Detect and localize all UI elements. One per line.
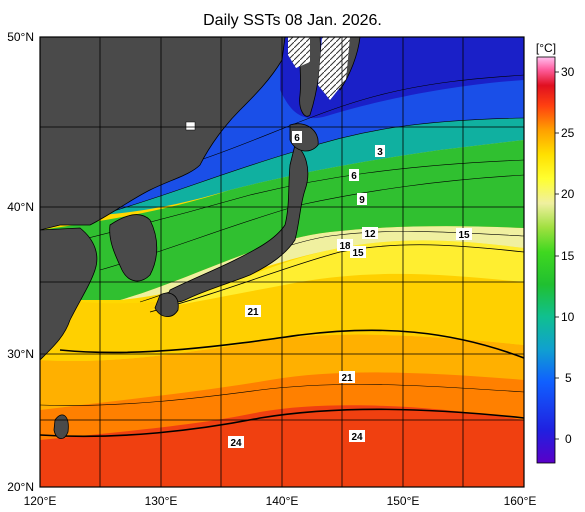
colorbar-tick-5: 5 <box>565 371 572 385</box>
colorbar-tick-15: 15 <box>561 249 575 263</box>
lon-label-130e: 130°E <box>145 494 178 508</box>
contour-label: 21 <box>341 373 353 384</box>
colorbar-tick-30: 30 <box>561 65 575 79</box>
japan-hokkaido <box>289 123 319 152</box>
graticule <box>40 37 524 487</box>
lat-label-50n: 50°N <box>7 30 34 44</box>
contour-label: 18 <box>339 241 351 252</box>
lon-label-140e: 140°E <box>266 494 299 508</box>
map-title: Daily SSTs 08 Jan. 2026. <box>203 12 382 29</box>
contour-label: 24 <box>351 432 363 443</box>
taiwan <box>53 414 69 439</box>
lat-label-30n: 30°N <box>7 347 34 361</box>
small-ice-patch <box>185 121 196 131</box>
contour-label: 12 <box>364 229 376 240</box>
contour-label: 21 <box>247 307 259 318</box>
map-frame <box>39 36 525 488</box>
lon-label-150e: 150°E <box>387 494 420 508</box>
contour-label: 6 <box>351 171 357 182</box>
japan-honshu <box>168 144 309 303</box>
contour-label: 9 <box>359 195 365 206</box>
lat-label-40n: 40°N <box>7 200 34 214</box>
colorbar-unit-label: [°C] <box>536 41 556 55</box>
lat-label-20n: 20°N <box>7 480 34 494</box>
lon-label-160e: 160°E <box>504 494 537 508</box>
contour-label: 15 <box>458 230 470 241</box>
contour-label: 3 <box>377 147 383 158</box>
contour-label: 6 <box>294 133 300 144</box>
contour-label: 15 <box>352 248 364 259</box>
colorbar-tick-25: 25 <box>561 126 575 140</box>
asia-mainland-north <box>40 37 286 231</box>
china-coast <box>40 227 98 361</box>
contour-label: 24 <box>230 438 242 449</box>
colorbar-tick-0: 0 <box>565 432 572 446</box>
colorbar <box>536 56 556 464</box>
korean-peninsula <box>109 214 158 282</box>
sea-ice-west <box>288 37 310 68</box>
contour-labels: 6 3 6 9 12 18 15 15 21 21 24 24 <box>228 131 472 449</box>
colorbar-tick-20: 20 <box>561 187 575 201</box>
lon-label-120e: 120°E <box>24 494 57 508</box>
colorbar-tick-10: 10 <box>561 310 575 324</box>
